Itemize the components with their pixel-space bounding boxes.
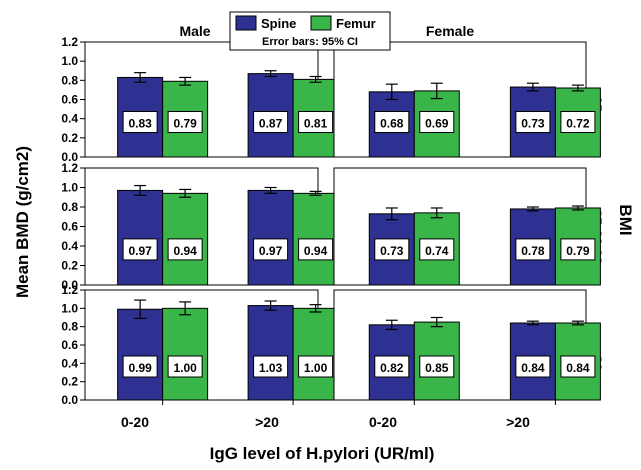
data-label: 0.87	[259, 117, 283, 131]
data-label-box	[374, 238, 410, 261]
y-tick-label: 0.4	[61, 239, 78, 253]
legend-swatch-femur	[310, 15, 332, 31]
legend-swatch-spine	[235, 15, 257, 31]
y-tick-label: 0.6	[61, 93, 78, 107]
bar-femur	[292, 307, 339, 401]
data-label-box	[515, 355, 551, 378]
data-label-box	[560, 111, 596, 133]
data-label: 0.94	[304, 244, 328, 258]
x-tick-label: 0-20	[369, 414, 397, 430]
data-label: 0.74	[425, 244, 449, 258]
y-tick-label: 0.8	[61, 200, 78, 214]
y-tick-label: 0.2	[61, 131, 78, 145]
data-label: 0.82	[380, 361, 404, 375]
data-label: 0.79	[566, 244, 590, 258]
data-label-box	[167, 355, 203, 378]
data-label-box	[298, 355, 334, 378]
data-label: 0.84	[566, 361, 590, 375]
data-label: 0.99	[128, 361, 152, 375]
y-tick-label: 0.6	[61, 220, 78, 234]
legend: Spine Femur Error bars: 95% CI	[229, 11, 391, 51]
legend-box	[229, 11, 391, 51]
y-axis-title: Mean BMD (g/cm2)	[13, 146, 32, 298]
x-tick-label: >20	[506, 414, 530, 430]
y-tick-label: 0.8	[61, 320, 78, 334]
data-label-box	[298, 238, 334, 261]
data-label-box	[253, 355, 289, 378]
data-label: 0.94	[173, 244, 197, 258]
legend-note: Error bars: 95% CI	[262, 36, 358, 48]
data-label: 1.00	[304, 361, 328, 375]
data-label: 0.72	[566, 117, 590, 131]
data-label-box	[560, 238, 596, 261]
data-label: 1.03	[259, 361, 283, 375]
bmi-axis-title: BMI	[616, 204, 635, 235]
data-label: 0.97	[128, 244, 152, 258]
data-label-box	[122, 238, 158, 261]
data-label-box	[167, 111, 203, 133]
bar-spine	[247, 189, 294, 286]
data-label-box	[253, 111, 289, 133]
x-tick-label: 0-20	[121, 414, 149, 430]
y-tick-label: 1.2	[61, 283, 78, 297]
y-tick-label: 1.0	[61, 54, 78, 68]
legend-label-femur: Femur	[336, 16, 376, 31]
data-label: 0.84	[521, 361, 545, 375]
data-label-box	[374, 355, 410, 378]
y-tick-label: 0.4	[61, 356, 78, 370]
data-label-box	[419, 111, 455, 133]
data-label: 0.83	[128, 117, 152, 131]
y-tick-label: 0.4	[61, 112, 78, 126]
y-tick-label: 1.0	[61, 181, 78, 195]
data-label: 1.00	[173, 361, 197, 375]
y-tick-label: 1.0	[61, 301, 78, 315]
y-tick-label: 0.0	[61, 150, 78, 164]
data-label-box	[419, 238, 455, 261]
plot-area: 0.0 0.2 0.4 0.6 0.8 1.0 1.2 0.83 0.79 0.87 0.81 0.6…	[61, 35, 601, 407]
y-tick-label: 0.6	[61, 338, 78, 352]
data-label: 0.73	[380, 244, 404, 258]
bar-spine	[117, 308, 164, 401]
data-label-box	[253, 238, 289, 261]
y-tick-label: 0.2	[61, 375, 78, 389]
y-tick-label: 1.2	[61, 35, 78, 49]
y-tick-label: 0.2	[61, 259, 78, 273]
data-label: 0.97	[259, 244, 283, 258]
bar-spine	[247, 305, 294, 401]
bar-femur	[162, 307, 209, 401]
y-tick-label: 1.2	[61, 161, 78, 175]
legend-label-spine: Spine	[261, 16, 296, 31]
data-label: 0.79	[173, 117, 197, 131]
data-label-box	[298, 111, 334, 133]
x-axis-title: IgG level of H.pylori (UR/ml)	[210, 444, 435, 463]
bar-spine	[117, 189, 164, 286]
y-tick-label: 0.8	[61, 73, 78, 87]
column-header-female: Female	[426, 23, 474, 39]
data-label-box	[374, 111, 410, 133]
data-label: 0.73	[521, 117, 545, 131]
x-tick-label: >20	[255, 414, 279, 430]
data-label-box	[122, 111, 158, 133]
data-label: 0.69	[425, 117, 449, 131]
data-label-box	[515, 238, 551, 261]
data-label: 0.81	[304, 117, 328, 131]
data-label-box	[122, 355, 158, 378]
y-tick-label: 0.0	[61, 393, 78, 407]
data-label-box	[419, 355, 455, 378]
column-header-male: Male	[179, 23, 210, 39]
data-label-box	[167, 238, 203, 261]
data-label: 0.78	[521, 244, 545, 258]
data-label: 0.68	[380, 117, 404, 131]
data-label-box	[515, 111, 551, 133]
data-label-box	[560, 355, 596, 378]
data-label: 0.85	[425, 361, 449, 375]
y-tick-label: 0.0	[61, 278, 78, 292]
